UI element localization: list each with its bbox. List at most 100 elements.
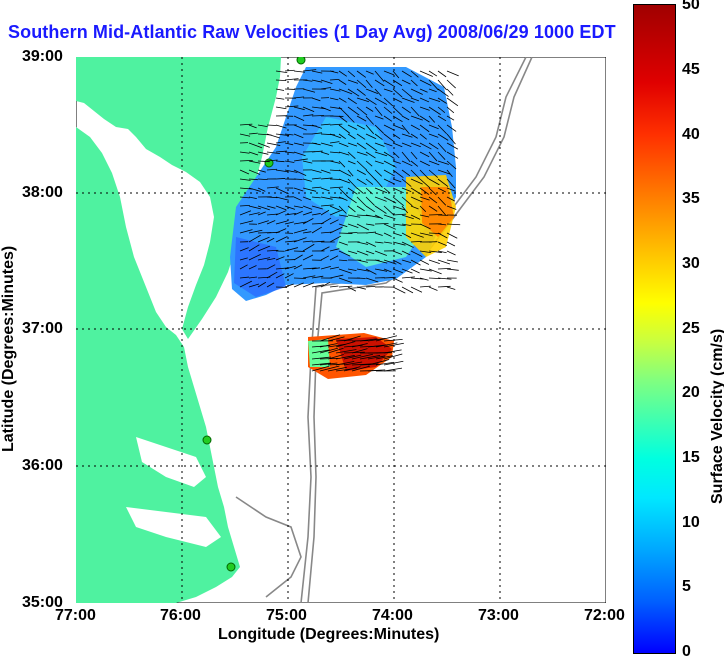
velocity-arrow <box>276 161 285 162</box>
velocity-arrow <box>393 188 404 193</box>
velocity-arrow <box>240 258 248 260</box>
velocity-arrow <box>330 124 342 125</box>
velocity-arrow <box>384 215 395 219</box>
velocity-arrow <box>447 134 455 144</box>
velocity-arrow <box>411 134 418 138</box>
velocity-arrow <box>348 134 355 139</box>
velocity-arrow <box>321 152 329 155</box>
velocity-arrow <box>384 134 394 141</box>
velocity-arrow <box>357 71 366 77</box>
velocity-arrow <box>348 107 359 115</box>
velocity-arrow <box>375 134 382 140</box>
velocity-arrow <box>411 98 419 101</box>
velocity-arrow <box>339 152 349 155</box>
velocity-arrow <box>330 267 339 269</box>
velocity-arrow <box>330 152 340 153</box>
colorbar-tick: 15 <box>682 449 700 467</box>
velocity-arrow <box>402 269 412 273</box>
velocity-arrow <box>330 71 338 73</box>
velocity-arrow <box>303 89 315 92</box>
velocity-arrow <box>321 256 329 260</box>
velocity-arrow <box>348 98 357 104</box>
velocity-arrow <box>285 248 298 251</box>
velocity-arrow <box>339 215 348 216</box>
velocity-arrow <box>285 222 294 224</box>
velocity-arrow <box>249 245 259 251</box>
velocity-arrow <box>240 281 252 287</box>
velocity-arrow <box>420 188 429 195</box>
velocity-arrow <box>267 187 279 188</box>
velocity-arrow <box>366 269 376 274</box>
velocity-arrow <box>330 227 342 233</box>
velocity-arrow <box>429 134 438 137</box>
velocity-arrow <box>438 286 451 287</box>
velocity-arrow <box>320 335 340 341</box>
velocity-arrow <box>402 161 412 166</box>
velocity-arrow <box>258 179 267 180</box>
velocity-arrow <box>339 260 347 261</box>
x-tick-label: 74:00 <box>372 607 413 625</box>
velocity-arrow <box>312 98 320 101</box>
velocity-arrow <box>321 107 331 111</box>
colorbar-tick: 50 <box>682 0 700 14</box>
y-tick-label: 38:00 <box>22 184 63 202</box>
velocity-arrow <box>411 215 420 219</box>
velocity-arrow <box>258 125 268 127</box>
velocity-arrow <box>366 179 373 185</box>
velocity-arrow <box>240 170 249 174</box>
velocity-arrow <box>447 161 456 169</box>
velocity-arrow <box>240 248 249 251</box>
velocity-arrow <box>402 89 412 97</box>
velocity-arrow <box>276 197 289 200</box>
velocity-arrow <box>249 254 261 260</box>
velocity-arrow <box>312 366 329 371</box>
velocity-arrow <box>384 107 392 114</box>
velocity-arrow <box>402 134 412 137</box>
velocity-arrow <box>447 287 455 290</box>
velocity-arrow <box>321 80 332 84</box>
velocity-arrow <box>330 210 343 215</box>
velocity-arrow <box>375 161 384 164</box>
velocity-arrow <box>447 143 458 149</box>
velocity-arrow <box>429 125 439 129</box>
velocity-arrow <box>420 215 429 217</box>
colorbar-tick: 25 <box>682 320 700 338</box>
velocity-arrow <box>258 152 268 154</box>
velocity-arrow <box>420 197 430 200</box>
velocity-arrow <box>312 197 321 198</box>
velocity-arrow <box>330 275 343 278</box>
velocity-arrow <box>384 339 403 341</box>
velocity-arrow <box>420 152 429 157</box>
velocity-arrow <box>429 197 437 203</box>
velocity-arrow <box>438 116 446 121</box>
velocity-arrow <box>447 197 455 201</box>
velocity-arrow <box>303 241 313 242</box>
velocity-arrow <box>366 197 375 206</box>
velocity-arrow <box>438 152 445 160</box>
velocity-arrow <box>357 161 367 170</box>
velocity-arrow <box>393 143 402 147</box>
velocity-arrow <box>393 170 403 178</box>
velocity-arrow <box>339 278 352 283</box>
velocity-arrow <box>339 71 347 76</box>
velocity-arrow <box>438 98 447 103</box>
velocity-arrow <box>339 80 346 85</box>
velocity-arrow <box>420 134 427 139</box>
velocity-arrow <box>294 152 306 156</box>
velocity-arrow <box>267 197 277 198</box>
velocity-arrow <box>420 116 430 122</box>
velocity-arrow <box>366 134 376 139</box>
velocity-arrow <box>447 188 455 191</box>
velocity-arrow <box>258 221 269 224</box>
velocity-arrow <box>348 206 355 212</box>
velocity-arrow <box>348 251 357 254</box>
velocity-arrow <box>384 179 394 184</box>
velocity-arrow <box>438 125 447 134</box>
velocity-arrow <box>429 161 439 165</box>
velocity-arrow <box>330 98 338 100</box>
velocity-arrow <box>393 278 403 282</box>
velocity-arrow <box>339 242 348 245</box>
velocity-arrow <box>339 107 349 116</box>
velocity-arrow <box>420 224 431 229</box>
x-tick-label: 77:00 <box>55 607 96 625</box>
